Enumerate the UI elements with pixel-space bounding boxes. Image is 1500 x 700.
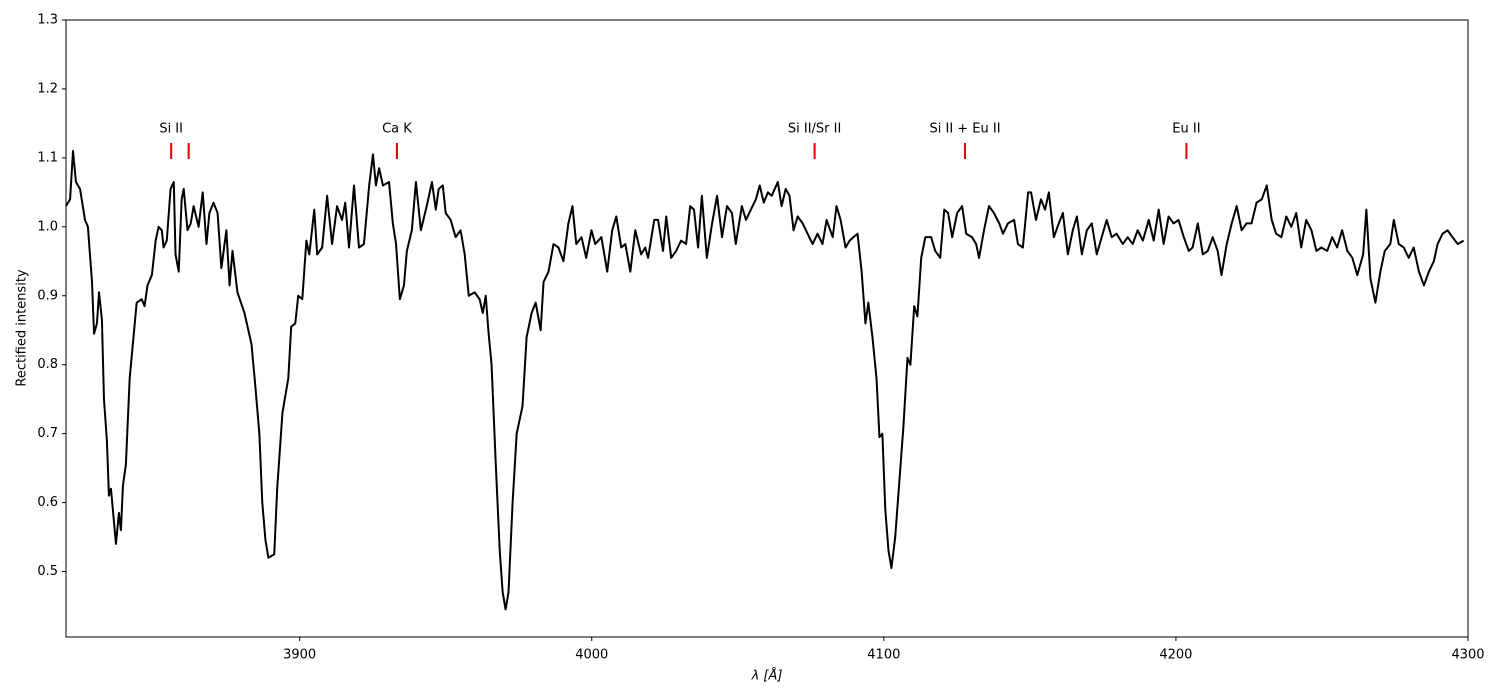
y-tick-label: 0.7: [37, 426, 58, 441]
x-axis-label: λ [Å]: [751, 668, 783, 684]
y-tick-label: 0.5: [37, 564, 58, 579]
line-label: Si II: [159, 122, 183, 137]
x-tick-label: 4000: [575, 648, 608, 663]
x-tick-label: 3900: [283, 648, 316, 663]
y-axis-label: Rectified intensity: [15, 269, 30, 387]
y-tick-label: 1.1: [37, 150, 58, 165]
y-tick-label: 0.9: [37, 288, 58, 303]
y-tick-label: 1.2: [37, 81, 58, 96]
x-tick-label: 4100: [867, 648, 900, 663]
y-tick-label: 0.6: [37, 495, 58, 510]
spectrum-line: [65, 149, 1465, 611]
x-tick-label: 4300: [1451, 648, 1484, 663]
line-label: Eu II: [1172, 122, 1200, 137]
x-tick-label: 4200: [1159, 648, 1192, 663]
y-tick-label: 1.3: [37, 13, 58, 28]
line-label: Si II + Eu II: [929, 122, 1000, 137]
plot-frame: [65, 19, 1469, 638]
line-label: Si II/Sr II: [788, 122, 841, 137]
y-tick-label: 1.0: [37, 219, 58, 234]
line-label: Ca K: [382, 122, 412, 137]
y-tick-label: 0.8: [37, 357, 58, 372]
